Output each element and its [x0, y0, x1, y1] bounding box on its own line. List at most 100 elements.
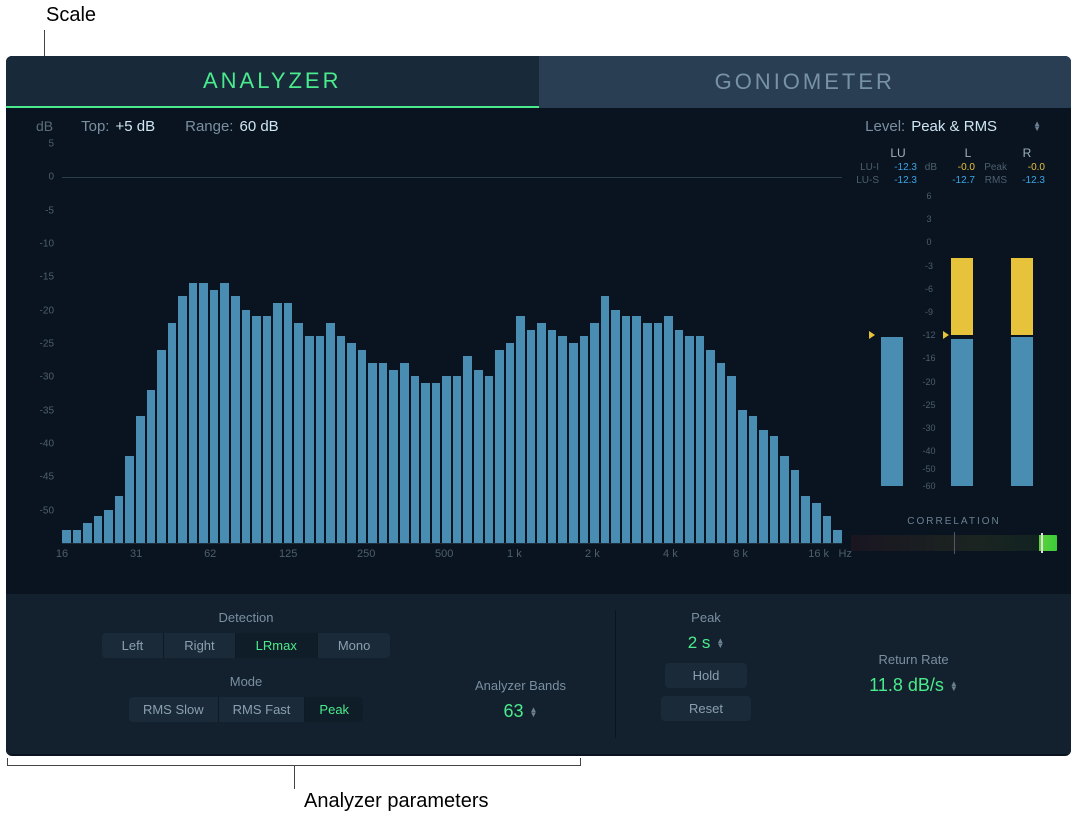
ro-r-peak: -0.0 — [1007, 162, 1047, 173]
level-meter-bar — [1011, 196, 1033, 486]
analyzer-bands-column: Analyzer Bands 63 ▲▼ — [446, 610, 616, 738]
range-value[interactable]: 60 dB — [239, 118, 278, 135]
spectrum-bar — [717, 363, 726, 543]
spectrum-bar — [94, 516, 103, 543]
y-tick: -5 — [16, 205, 54, 216]
spectrum-bar — [199, 283, 208, 543]
hold-button[interactable]: Hold — [665, 663, 748, 688]
spectrum-bar — [316, 336, 325, 543]
meter-scale-tick: -30 — [917, 423, 941, 433]
seg-option-rms-slow[interactable]: RMS Slow — [129, 697, 219, 722]
ro-peak-label: Peak — [977, 162, 1007, 173]
mode-segmented-control[interactable]: RMS SlowRMS FastPeak — [129, 697, 363, 722]
detection-mode-column: Detection LeftRightLRmaxMono Mode RMS Sl… — [46, 610, 446, 738]
spectrum-bar — [685, 336, 694, 543]
peak-value: 2 s — [688, 633, 711, 653]
seg-option-right[interactable]: Right — [164, 633, 235, 658]
ro-r-rms: -12.3 — [1007, 175, 1047, 186]
callout-params-label: Analyzer parameters — [304, 790, 489, 813]
spinner-icon: ▲▼ — [716, 638, 724, 648]
peak-spinner[interactable]: 2 s ▲▼ — [688, 633, 725, 653]
spectrum-bar — [294, 323, 303, 543]
meter-triangle-indicator — [869, 331, 875, 339]
analyzer-area: 50-5-10-15-20-25-30-35-40-45-50 Hz 16316… — [6, 144, 1071, 594]
level-meter-bar — [881, 196, 903, 486]
bands-spinner[interactable]: 63 ▲▼ — [504, 701, 538, 722]
level-meter-bar — [951, 196, 973, 486]
spectrum-bar — [453, 376, 462, 543]
x-tick: 500 — [435, 548, 453, 560]
top-value[interactable]: +5 dB — [115, 118, 155, 135]
bands-value: 63 — [504, 701, 524, 722]
plugin-window: ANALYZER GONIOMETER dB Top: +5 dB Range:… — [6, 56, 1071, 756]
y-tick: -40 — [16, 439, 54, 450]
spectrum-bar — [759, 430, 768, 543]
ro-l-rms: -12.7 — [937, 175, 977, 186]
seg-option-left[interactable]: Left — [102, 633, 165, 658]
spectrum-bar — [104, 510, 113, 543]
spectrum-bar — [516, 316, 525, 543]
spectrum-bar — [506, 343, 515, 543]
x-tick: 62 — [204, 548, 216, 560]
y-axis: 50-5-10-15-20-25-30-35-40-45-50 — [16, 144, 56, 544]
level-mode-select[interactable]: Level: Peak & RMS ▲▼ — [865, 118, 1041, 135]
ro-l-peak: -0.0 — [937, 162, 977, 173]
detection-segmented-control[interactable]: LeftRightLRmaxMono — [102, 633, 391, 658]
spectrum-bar — [823, 516, 832, 543]
correlation-meter — [851, 535, 1057, 551]
spectrum-bar — [189, 283, 198, 543]
meter-scale-tick: -6 — [917, 284, 941, 294]
spectrum-bar — [495, 350, 504, 543]
meter-scale-tick: -20 — [917, 377, 941, 387]
spectrum-bar — [231, 296, 240, 543]
spectrum-bar — [791, 470, 800, 543]
spectrum-bar — [675, 330, 684, 543]
spectrum-bar — [368, 363, 377, 543]
seg-option-rms-fast[interactable]: RMS Fast — [219, 697, 306, 722]
ro-db-label: dB — [919, 162, 937, 173]
spectrum-plot — [62, 144, 842, 544]
spectrum-bar — [242, 310, 251, 543]
x-tick: 125 — [279, 548, 297, 560]
scale-unit-db: dB — [36, 118, 53, 134]
seg-option-lrmax[interactable]: LRmax — [236, 633, 318, 658]
x-tick: 1 k — [507, 548, 522, 560]
ro-lu-i-val: -12.3 — [879, 162, 919, 173]
peak-column: Peak 2 s ▲▼ Hold Reset — [616, 610, 796, 729]
spinner-icon: ▲▼ — [530, 707, 538, 717]
y-tick: -15 — [16, 272, 54, 283]
y-tick: -50 — [16, 505, 54, 516]
spectrum-bar — [379, 363, 388, 543]
tab-goniometer[interactable]: GONIOMETER — [539, 56, 1072, 108]
rate-spinner[interactable]: 11.8 dB/s ▲▼ — [869, 675, 958, 696]
spinner-icon: ▲▼ — [1033, 121, 1041, 131]
spectrum-bar — [252, 316, 261, 543]
spectrum-bar — [548, 330, 557, 543]
level-meters-panel: LU L R LU-I -12.3 dB -0.0 Peak -0.0 LU-S… — [851, 144, 1057, 594]
return-rate-column: Return Rate 11.8 dB/s ▲▼ — [796, 610, 1031, 738]
y-tick: -45 — [16, 472, 54, 483]
spectrum-bar — [706, 350, 715, 543]
meter-scale-tick: -50 — [917, 464, 941, 474]
seg-option-peak[interactable]: Peak — [305, 697, 363, 722]
spectrum-bar — [558, 336, 567, 543]
correlation-label: CORRELATION — [851, 516, 1057, 527]
spectrum-bar — [263, 316, 272, 543]
ro-lu-i-label: LU-I — [851, 162, 879, 173]
spectrum-bars — [62, 144, 842, 543]
y-tick: 0 — [16, 172, 54, 183]
callout-bracket-right — [580, 758, 581, 766]
peak-label: Peak — [691, 610, 721, 625]
spectrum-bar — [664, 316, 673, 543]
y-tick: -20 — [16, 305, 54, 316]
reset-button[interactable]: Reset — [661, 696, 751, 721]
spectrum-bar — [305, 336, 314, 543]
spectrum-bar — [347, 343, 356, 543]
level-label: Level: — [865, 118, 905, 135]
spectrum-bar — [421, 383, 430, 543]
spectrum-bar — [147, 390, 156, 543]
spectrum-bar — [770, 436, 779, 543]
seg-option-mono[interactable]: Mono — [318, 633, 391, 658]
spectrum-bar — [284, 303, 293, 543]
tab-analyzer[interactable]: ANALYZER — [6, 56, 539, 108]
